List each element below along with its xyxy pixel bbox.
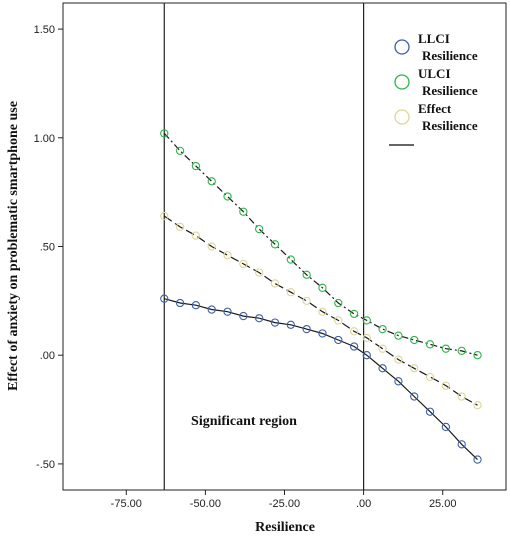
x-axis-ticks: -75.00 -50.00 -25.00 .00 25.00 [111, 490, 457, 510]
data-point [286, 255, 295, 264]
data-point [286, 288, 295, 297]
data-point [362, 351, 371, 360]
data-point [394, 377, 403, 386]
data-point [191, 301, 201, 310]
data-point [270, 240, 280, 249]
data-point [378, 344, 387, 353]
x-tick-label: -25.00 [269, 498, 300, 510]
data-point [318, 307, 327, 316]
data-point [160, 211, 169, 221]
data-point [302, 270, 311, 279]
data-point [378, 324, 387, 334]
data-point [255, 268, 264, 277]
legend-llci-line2: Resilience [422, 48, 478, 63]
x-tick-label: -50.00 [190, 498, 221, 510]
data-point [223, 251, 232, 260]
series-2 [160, 211, 482, 410]
data-point [270, 318, 280, 327]
legend-ulci-line2: Resilience [422, 83, 478, 98]
data-point [207, 177, 216, 186]
x-axis-title: Resilience [255, 520, 315, 535]
legend-marker-ulci [394, 74, 410, 90]
data-point [394, 355, 403, 364]
series-1 [160, 129, 482, 360]
y-tick-label: 1.50 [34, 24, 55, 36]
data-point [441, 422, 451, 432]
data-point [175, 298, 185, 308]
y-axis-ticks: -.50 .00 .50 1.00 1.50 [34, 24, 63, 471]
series-line [163, 132, 478, 356]
x-tick-label: 25.00 [429, 498, 457, 510]
data-point [239, 207, 248, 216]
legend-marker-effect [394, 109, 410, 125]
data-point [239, 311, 248, 321]
x-tick-label: .00 [356, 498, 371, 510]
data-point [223, 307, 232, 316]
y-tick-label: .00 [40, 350, 55, 362]
x-tick-label: -75.00 [111, 498, 142, 510]
data-point [457, 440, 466, 449]
data-point [457, 346, 466, 356]
y-tick-label: .50 [40, 242, 55, 254]
data-point [457, 392, 466, 401]
data-point [318, 283, 327, 292]
y-tick-label: 1.00 [34, 133, 55, 145]
data-point [473, 351, 482, 360]
series-group [160, 129, 482, 464]
legend-ulci-line1: ULCI [418, 66, 451, 81]
legend-effect-line2: Resilience [422, 118, 478, 133]
data-point [349, 327, 359, 336]
data-point [255, 224, 264, 234]
data-point [425, 407, 435, 416]
legend-marker-llci [394, 39, 410, 55]
data-point [425, 372, 435, 382]
y-axis-title: Effect of anxiety on problematic smartph… [6, 101, 21, 391]
data-point [175, 222, 185, 232]
data-point [349, 342, 359, 351]
data-point [441, 381, 451, 390]
series-line [164, 298, 478, 461]
data-point [362, 316, 371, 325]
data-point [394, 331, 403, 340]
data-point [255, 314, 264, 323]
data-point [191, 231, 201, 240]
legend-llci-line1: LLCI [418, 31, 450, 46]
data-point [318, 329, 327, 338]
data-point [160, 294, 169, 303]
data-point [378, 364, 387, 373]
annotation-significant-region: Significant region [191, 414, 297, 429]
data-point [270, 279, 280, 288]
data-point [410, 392, 419, 401]
data-point [441, 344, 451, 353]
data-point [362, 333, 371, 342]
data-point [425, 340, 435, 349]
reference-lines [163, 3, 365, 490]
data-point [410, 364, 419, 373]
data-point [207, 242, 216, 251]
legend-effect-line1: Effect [418, 101, 452, 116]
series-0 [160, 294, 482, 464]
data-point [175, 146, 185, 155]
data-point [191, 161, 201, 171]
data-point [302, 324, 311, 334]
data-point [239, 259, 248, 269]
data-point [286, 320, 295, 329]
data-point [160, 129, 169, 138]
data-point [302, 296, 311, 306]
data-point [334, 316, 343, 325]
data-point [207, 305, 216, 314]
data-point [334, 335, 343, 345]
series-line [163, 215, 478, 406]
data-point [223, 192, 232, 201]
data-point [473, 455, 482, 464]
y-tick-label: -.50 [36, 459, 55, 471]
data-point [410, 335, 419, 345]
data-point [334, 298, 343, 308]
legend: LLCI Resilience ULCI Resilience Effect R… [389, 31, 478, 146]
data-point [473, 401, 482, 410]
data-point [349, 309, 359, 319]
